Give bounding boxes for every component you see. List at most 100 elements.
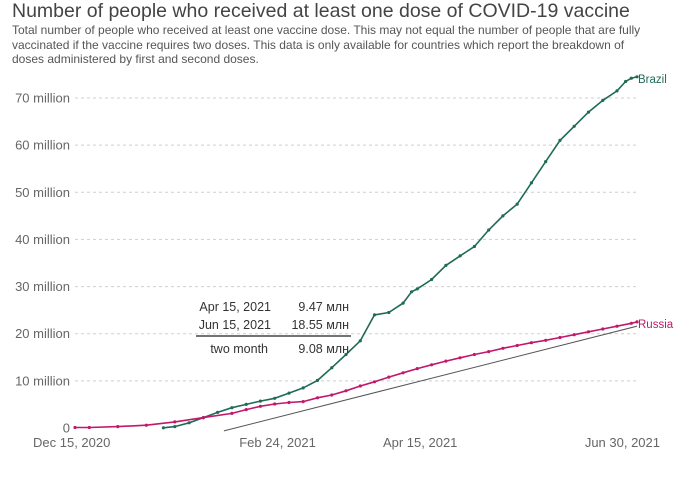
data-point (629, 76, 633, 80)
data-point (216, 410, 220, 414)
data-point (501, 346, 505, 350)
data-point (415, 287, 419, 291)
x-tick-label: Dec 15, 2020 (33, 435, 110, 450)
annotation-row-2-label: Jun 15, 2021 (199, 318, 271, 332)
data-point (572, 333, 576, 337)
data-point (572, 124, 576, 128)
y-tick-label: 40 million (15, 232, 70, 247)
data-point (372, 313, 377, 317)
data-point (358, 384, 362, 388)
y-tick-label: 50 million (15, 185, 70, 200)
data-point (458, 254, 462, 258)
data-point (529, 181, 534, 185)
data-point (624, 79, 628, 84)
data-point (258, 404, 262, 408)
data-point (315, 378, 320, 382)
data-point (273, 402, 277, 406)
data-point (358, 339, 362, 343)
data-point (601, 327, 605, 331)
data-point (529, 341, 534, 345)
annotation-row-1-label: Apr 15, 2021 (199, 300, 271, 314)
data-point (430, 277, 434, 282)
data-point (430, 363, 434, 367)
chart-title: Number of people who received at least o… (12, 0, 630, 22)
data-point (244, 402, 248, 406)
data-point (444, 359, 448, 363)
data-point (161, 426, 165, 430)
data-point (173, 420, 177, 424)
y-tick-label: 30 million (15, 279, 70, 294)
series-russia: Russia (73, 319, 674, 430)
annotation-row-1-value: 9.47 млн (298, 300, 349, 314)
y-tick-label: 70 million (15, 91, 70, 106)
annotation-row-2-value: 18.55 млн (291, 318, 349, 332)
data-point (258, 399, 262, 403)
series-line-russia (75, 321, 638, 429)
series-layer: Brazil Russia (73, 74, 674, 432)
data-point (635, 75, 639, 79)
data-point (458, 356, 462, 360)
data-point (344, 389, 348, 393)
y-tick-label: 10 million (15, 373, 70, 388)
series-label-russia: Russia (638, 319, 674, 331)
y-tick-label: 20 million (15, 326, 70, 341)
data-point (230, 406, 234, 410)
data-point (201, 416, 205, 420)
series-line-brazil (163, 76, 638, 429)
x-tick-label: Jun 30, 2021 (585, 435, 660, 450)
data-point (472, 244, 476, 249)
data-point (615, 324, 619, 328)
data-point (444, 263, 448, 267)
data-point (372, 380, 377, 384)
chart-subtitle: Total number of people who received at l… (12, 23, 641, 66)
data-point (87, 425, 91, 430)
data-point (301, 400, 305, 404)
delta-annotation: Apr 15, 2021 9.47 млн Jun 15, 2021 18.55… (196, 300, 351, 356)
data-point (501, 214, 505, 218)
x-tick-label: Feb 24, 2021 (239, 435, 316, 450)
trend-line (223, 325, 638, 432)
data-point (515, 202, 519, 206)
data-point (544, 160, 548, 164)
data-point (73, 425, 77, 430)
grid-layer (75, 97, 637, 382)
data-point (244, 408, 248, 412)
data-point (415, 367, 419, 371)
annotation-total-value: 9.08 млн (298, 342, 349, 356)
y-tick-label: 0 (63, 421, 70, 436)
data-point (487, 228, 491, 232)
data-point (116, 425, 120, 429)
data-point (387, 375, 391, 379)
x-tick-label: Apr 15, 2021 (383, 435, 457, 450)
data-point (387, 310, 391, 315)
data-point (635, 320, 639, 324)
x-axis-ticks: Dec 15, 2020 Feb 24, 2021 Apr 15, 2021 Jun … (33, 435, 660, 450)
data-point (558, 335, 562, 340)
data-point (315, 396, 320, 400)
annotation-total-label: two month (210, 342, 268, 356)
data-point (287, 400, 291, 405)
data-point (629, 321, 633, 325)
series-brazil: Brazil (161, 74, 667, 430)
data-point (301, 386, 305, 390)
series-label-brazil: Brazil (638, 74, 667, 86)
data-point (601, 98, 605, 102)
data-point (273, 396, 277, 400)
data-point (472, 352, 476, 357)
data-point (401, 301, 405, 305)
data-point (287, 391, 291, 395)
data-point (173, 425, 177, 429)
data-point (544, 338, 548, 342)
data-point (230, 411, 234, 415)
data-point (487, 350, 491, 354)
data-point (558, 138, 562, 142)
data-point (586, 110, 591, 114)
data-point (344, 352, 348, 357)
data-point (144, 423, 148, 427)
data-point (401, 371, 405, 375)
data-point (330, 393, 334, 397)
data-point (187, 421, 191, 425)
data-point (615, 89, 619, 93)
data-point (330, 366, 334, 370)
